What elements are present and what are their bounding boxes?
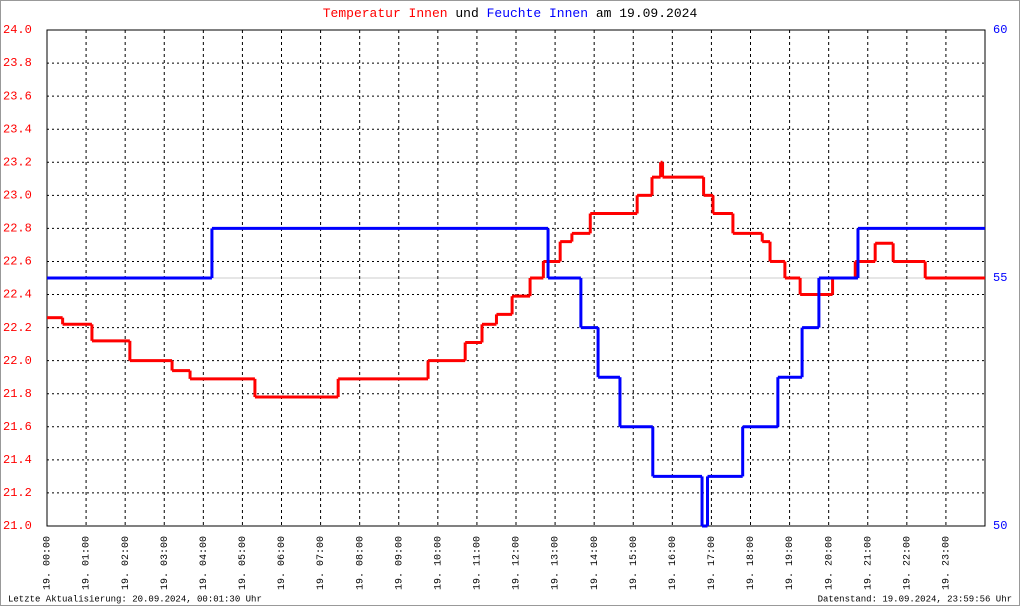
y-tick-label: 22.6 <box>3 255 32 269</box>
x-tick-label: 19. 22:00 <box>902 536 913 590</box>
x-tick-label: 19. 23:00 <box>942 536 953 590</box>
x-tick-label: 19. 16:00 <box>668 536 679 590</box>
x-tick-label: 19. 07:00 <box>316 536 327 590</box>
x-tick-label: 19. 10:00 <box>433 536 444 590</box>
x-tick-label: 19. 11:00 <box>473 536 484 590</box>
x-tick-label: 19. 01:00 <box>82 536 93 590</box>
chart-title: Temperatur Innen und Feuchte Innen am 19… <box>323 6 698 21</box>
y-tick-label: 21.6 <box>3 420 32 434</box>
x-tick-label: 19. 13:00 <box>551 536 562 590</box>
x-tick-label: 19. 14:00 <box>590 536 601 590</box>
x-tick-label: 19. 03:00 <box>160 536 171 590</box>
x-tick-label: 19. 05:00 <box>238 536 249 590</box>
y2-tick-label: 60 <box>993 23 1007 37</box>
y-tick-label: 21.0 <box>3 519 32 533</box>
x-tick-label: 19. 21:00 <box>863 536 874 590</box>
x-tick-label: 19. 12:00 <box>512 536 523 590</box>
x-tick-label: 19. 17:00 <box>707 536 718 590</box>
y-tick-label: 22.4 <box>3 288 32 302</box>
y-tick-label: 21.2 <box>3 486 32 500</box>
x-tick-label: 19. 09:00 <box>394 536 405 590</box>
x-tick-label: 19. 20:00 <box>824 536 835 590</box>
y-tick-label: 23.6 <box>3 89 32 103</box>
y-tick-label: 22.8 <box>3 222 32 236</box>
x-tick-label: 19. 00:00 <box>43 536 54 590</box>
x-tick-label: 19. 08:00 <box>355 536 366 590</box>
x-tick-label: 19. 04:00 <box>199 536 210 590</box>
y-tick-label: 23.0 <box>3 189 32 203</box>
title-part: am 19.09.2024 <box>596 6 698 21</box>
y-tick-label: 23.8 <box>3 56 32 70</box>
title-part: Feuchte Innen <box>487 6 588 21</box>
x-tick-label: 19. 19:00 <box>785 536 796 590</box>
x-tick-label: 19. 15:00 <box>629 536 640 590</box>
y-tick-label: 23.4 <box>3 122 32 136</box>
x-tick-label: 19. 06:00 <box>277 536 288 590</box>
y-tick-label: 21.8 <box>3 387 32 401</box>
x-tick-label: 19. 18:00 <box>746 536 757 590</box>
y-tick-label: 22.2 <box>3 321 32 335</box>
y-tick-label: 23.2 <box>3 155 32 169</box>
footer-left: Letzte Aktualisierung: 20.09.2024, 00:01… <box>8 594 262 604</box>
y2-tick-label: 50 <box>993 519 1007 533</box>
footer-right: Datenstand: 19.09.2024, 23:59:56 Uhr <box>818 594 1012 604</box>
y-tick-label: 22.0 <box>3 354 32 368</box>
title-part: Temperatur Innen <box>323 6 448 21</box>
y-tick-label: 21.4 <box>3 453 32 467</box>
y2-tick-label: 55 <box>993 271 1007 285</box>
title-part: und <box>455 6 478 21</box>
x-tick-label: 19. 02:00 <box>121 536 132 590</box>
y-tick-label: 24.0 <box>3 23 32 37</box>
